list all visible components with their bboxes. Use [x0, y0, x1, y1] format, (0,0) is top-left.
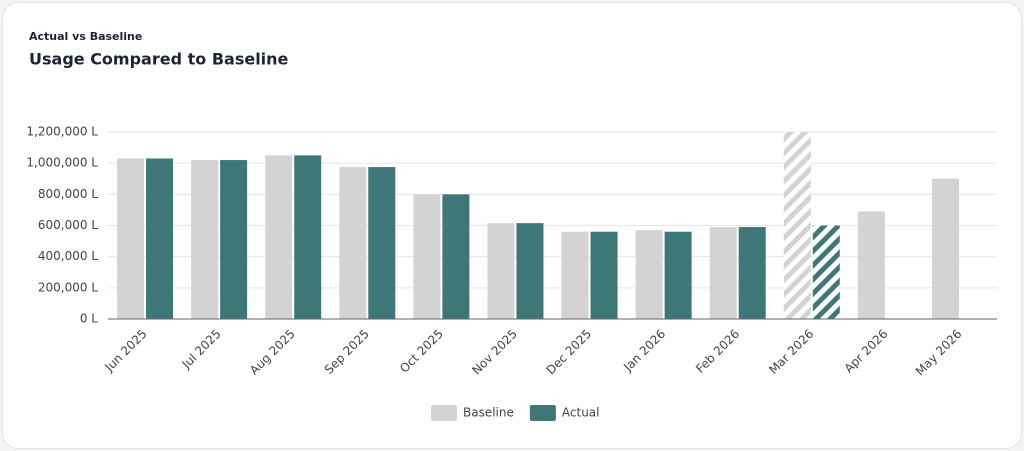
x-tick-label: Jun 2025	[101, 327, 149, 375]
bar	[812, 225, 840, 319]
legend-swatch	[431, 405, 457, 421]
bar	[117, 158, 145, 319]
y-tick-label: 200,000 L	[38, 280, 98, 294]
x-tick-label: Feb 2026	[693, 327, 742, 376]
legend-swatch	[529, 405, 556, 421]
bar	[635, 230, 663, 319]
x-tick-label: Jan 2026	[620, 327, 668, 375]
bar	[709, 227, 737, 319]
x-tick-label: Jul 2025	[179, 327, 224, 372]
legend-label: Baseline	[463, 406, 514, 420]
x-tick-label: Mar 2026	[766, 327, 816, 377]
x-tick-label: Sep 2025	[322, 327, 372, 377]
bar	[931, 178, 959, 319]
legend-label: Actual	[562, 406, 600, 420]
y-tick-label: 1,200,000 L	[26, 125, 98, 139]
bar	[146, 158, 174, 319]
bar	[516, 223, 544, 319]
x-tick-label: Dec 2025	[544, 327, 595, 378]
x-tick-label: Nov 2025	[469, 327, 520, 378]
x-tick-label: Apr 2026	[842, 327, 891, 376]
bar	[738, 227, 766, 319]
bar	[590, 231, 618, 319]
bar	[339, 167, 367, 319]
bar	[220, 160, 248, 319]
bar	[413, 194, 441, 319]
bar	[368, 167, 396, 319]
y-tick-label: 0 L	[80, 312, 98, 326]
chart-title: Usage Compared to Baseline	[29, 50, 289, 69]
bar	[664, 231, 692, 319]
bar	[294, 155, 322, 319]
y-tick-label: 800,000 L	[38, 187, 98, 201]
y-tick-label: 600,000 L	[38, 218, 98, 232]
bar	[783, 132, 811, 319]
x-tick-label: Aug 2025	[247, 327, 298, 378]
bar	[487, 223, 515, 319]
x-tick-label: May 2026	[913, 327, 965, 379]
bar	[561, 231, 589, 319]
x-tick-label: Oct 2025	[397, 327, 446, 376]
bar	[442, 194, 470, 319]
subtitle: Actual vs Baseline	[29, 30, 142, 43]
y-tick-label: 1,000,000 L	[26, 156, 98, 170]
y-tick-label: 400,000 L	[38, 249, 98, 263]
bar	[857, 211, 885, 319]
bar	[191, 160, 219, 319]
bar	[265, 155, 293, 319]
